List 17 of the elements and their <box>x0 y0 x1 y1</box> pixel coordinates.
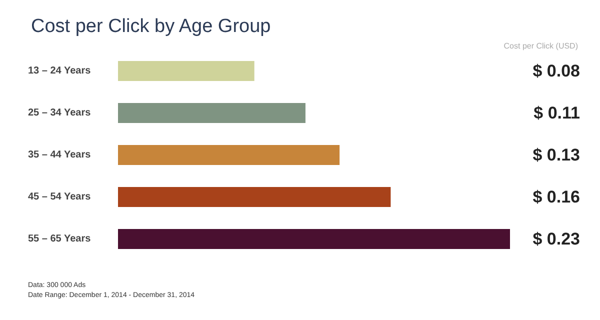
y-tick-label: 35 – 44 Years <box>28 150 92 160</box>
data-label: $ 0.16 <box>532 188 580 206</box>
y-tick-label: 45 – 54 Years <box>28 192 92 202</box>
bar <box>118 229 510 249</box>
x-axis-title: Cost per Click (USD) <box>504 42 578 50</box>
bar <box>118 187 391 207</box>
data-label: $ 0.13 <box>532 146 580 164</box>
data-label: $ 0.08 <box>532 62 580 80</box>
y-tick-label: 55 – 65 Years <box>28 234 92 244</box>
bar <box>118 145 340 165</box>
chart-title: Cost per Click by Age Group <box>31 16 271 37</box>
y-tick-label: 25 – 34 Years <box>28 108 92 118</box>
y-tick-label: 13 – 24 Years <box>28 66 92 76</box>
data-label: $ 0.23 <box>532 230 580 248</box>
bar <box>118 61 254 81</box>
data-label: $ 0.11 <box>534 104 580 122</box>
bar <box>118 103 306 123</box>
